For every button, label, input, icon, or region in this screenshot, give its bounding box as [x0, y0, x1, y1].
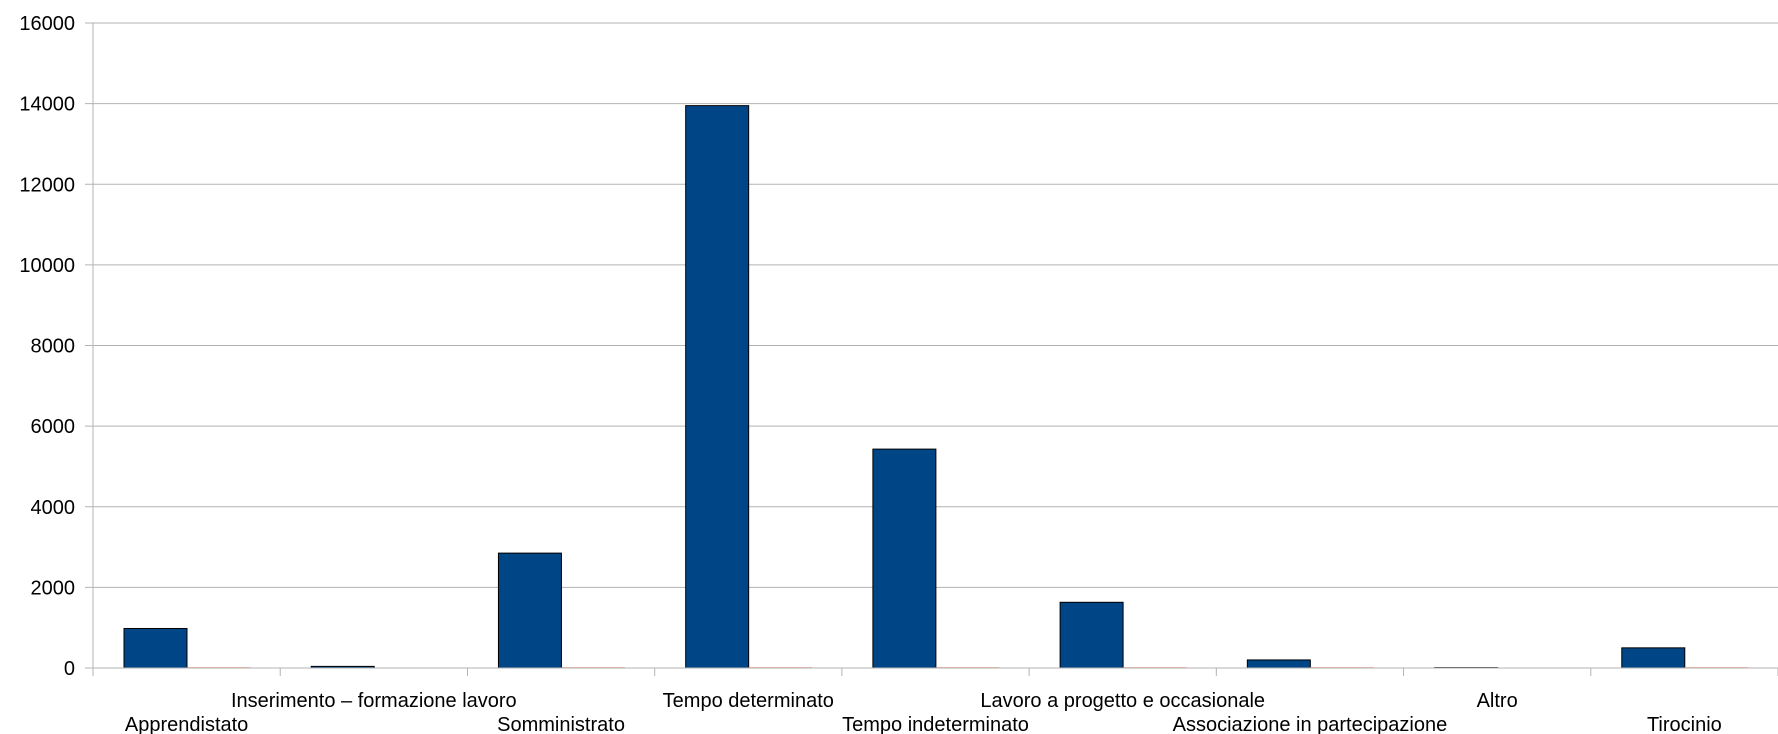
category-label: Tirocinio [1647, 714, 1722, 734]
bar-series-1 [123, 627, 188, 669]
bars [123, 105, 1749, 669]
category-label: Inserimento – formazione lavoro [231, 690, 517, 712]
category-label: Tempo indeterminato [842, 714, 1029, 734]
y-tick-label: 12000 [19, 174, 75, 196]
category-label: Somministrato [497, 714, 625, 734]
bar-series-1 [1246, 659, 1311, 669]
y-tick-label: 0 [64, 658, 75, 680]
axes [85, 22, 1778, 676]
bar-series-1 [685, 105, 750, 669]
bar-series-1 [1059, 601, 1124, 669]
y-tick-label: 14000 [19, 94, 75, 116]
y-tick-label: 8000 [31, 336, 76, 358]
category-label: Associazione in partecipazione [1173, 714, 1448, 734]
y-tick-labels: 0 2000 4000 6000 8000 10000 12000 14000 16000 [19, 13, 75, 680]
bar-series-1 [872, 448, 937, 669]
bar-series-1 [1621, 647, 1686, 669]
y-tick-label: 16000 [19, 13, 75, 35]
bar-series-1 [497, 552, 562, 669]
y-tick-label: 2000 [31, 577, 76, 599]
category-label: Apprendistato [125, 714, 248, 734]
category-label: Altro [1477, 690, 1518, 712]
y-tick-label: 4000 [31, 497, 76, 519]
category-label: Tempo determinato [663, 690, 834, 712]
category-label: Lavoro a progetto e occasionale [980, 690, 1265, 712]
y-tick-label: 10000 [19, 255, 75, 277]
y-tick-label: 6000 [31, 416, 76, 438]
gridlines [93, 22, 1778, 669]
